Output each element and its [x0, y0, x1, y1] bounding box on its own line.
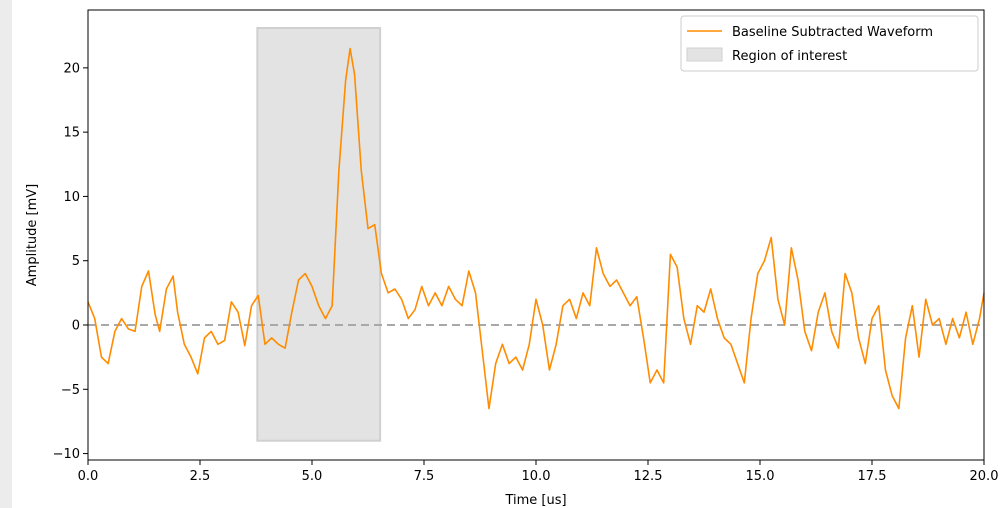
x-tick-label: 12.5 [634, 469, 663, 484]
x-tick-label: 10.0 [522, 469, 551, 484]
legend-label-waveform: Baseline Subtracted Waveform [732, 25, 933, 40]
y-tick-label: 20 [63, 61, 80, 76]
waveform-chart: 0.0 2.5 5.0 7.5 10.0 12.5 15.0 17.5 20.0 −10 −5 0 5 1… [25, 9, 999, 508]
x-tick-label: 15.0 [746, 469, 775, 484]
x-axis-label: Time [us] [504, 493, 566, 508]
x-tick-label: 20.0 [970, 469, 999, 484]
y-axis-label: Amplitude [mV] [25, 184, 40, 286]
x-tick-label: 2.5 [190, 469, 211, 484]
x-tick-label: 7.5 [414, 469, 435, 484]
y-tick-label: 15 [63, 126, 80, 141]
waveform-series-line [87, 47, 985, 410]
legend-region-swatch [686, 47, 723, 62]
legend: Baseline Subtracted Waveform Region of i… [680, 15, 979, 72]
x-tick-label: 0.0 [78, 469, 99, 484]
x-tick-label: 17.5 [858, 469, 887, 484]
y-tick-label: 0 [72, 319, 80, 334]
region-of-interest [256, 27, 382, 442]
y-tick-label: 10 [63, 190, 80, 205]
x-tick-label: 5.0 [302, 469, 323, 484]
figure: 0.0 2.5 5.0 7.5 10.0 12.5 15.0 17.5 20.0 −10 −5 0 5 1… [12, 0, 1000, 508]
y-tick-label: −5 [61, 383, 80, 398]
legend-frame [680, 15, 979, 72]
legend-label-region: Region of interest [732, 49, 847, 64]
plot-frame [87, 9, 985, 461]
y-tick-label: 5 [72, 254, 80, 269]
y-tick-label: −10 [53, 447, 80, 462]
